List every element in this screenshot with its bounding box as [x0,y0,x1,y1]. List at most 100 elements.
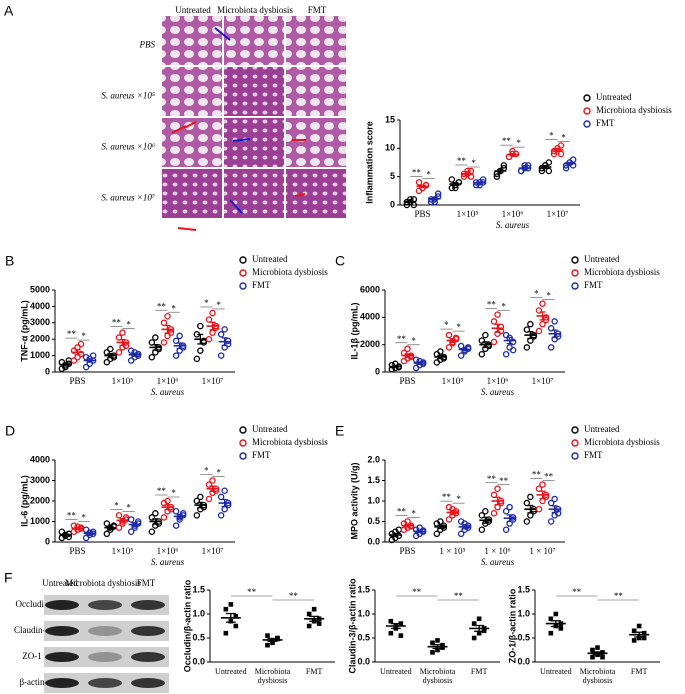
y-tick-label: 2000 [360,339,380,349]
y-tick-label: 1.5 [192,584,205,594]
data-point [490,510,498,517]
data-point [464,524,472,531]
data-point [193,355,201,363]
data-point [209,329,216,336]
column-label: Microbiota dysbiosis [217,5,293,15]
data-point [558,626,564,631]
legend-marker [583,94,591,102]
legend-label: Microbiota dysbiosis [584,267,660,277]
y-tick-label: 0 [45,536,50,546]
y-tick-label: 0 [375,366,380,376]
data-point [538,167,546,175]
data-point [457,342,465,350]
y-tick-label: 5 [390,171,395,181]
legend-marker [571,256,579,264]
data-point [430,650,435,655]
data-point [223,606,229,612]
data-point [388,618,394,624]
y-tick-label: 1.0 [367,495,380,505]
significance-label: * [216,300,221,310]
data-point [448,176,456,183]
y-tick-label: 0.5 [517,632,530,642]
data-point [485,518,493,525]
legend-label: Untreated [596,92,632,102]
legend-marker [583,120,591,128]
significance-label: ** [572,587,582,597]
data-point [221,326,228,333]
row-label: S. aureus ×10⁶ [101,142,155,152]
legend-label: FMT [252,450,271,460]
y-axis-label: Claudin-3/β-actin ratio [347,578,357,674]
blot-band [45,652,79,662]
y-tick-label: 0.0 [192,656,205,666]
histology-image [162,169,222,218]
data-point [548,630,554,636]
significance-label: * [426,169,431,179]
legend-label: Microbiota dysbiosis [584,437,660,447]
data-point [482,331,489,339]
y-tick-label: 10 [385,143,395,153]
blot-column-label: FMT [137,578,156,588]
legend-marker [239,282,247,290]
significance-label: ** [289,591,299,601]
significance-label: ** [67,511,77,521]
significance-label: ** [67,329,77,339]
x-tick-label: FMT [630,667,648,676]
data-point [164,312,171,320]
data-point [209,309,216,317]
y-axis-label: IL-6 (pg/mL) [19,475,29,527]
data-point [395,532,403,540]
y-tick-label: 4000 [30,301,50,311]
panel-label: D [5,423,15,439]
data-point [233,623,239,629]
data-point [212,324,220,331]
legend-marker [239,439,247,447]
y-tick-label: 1.0 [357,608,370,618]
data-point [509,514,517,521]
x-tick-label: Untreated [540,667,572,676]
data-point [509,338,517,346]
significance-label: ** [412,167,422,177]
significance-label: * [561,133,566,143]
data-point [631,638,637,643]
data-point [205,495,213,503]
x-tick-label: 1×10⁶ [157,546,179,556]
x-tick-label: 1×10⁵ [457,209,479,219]
data-point [388,630,394,636]
data-point [523,326,531,333]
significance-label: ** [487,474,497,484]
x-tick-label: 1 × 10⁶ [484,546,510,556]
histology-image [162,16,222,65]
data-point [494,311,501,318]
row-label: PBS [139,40,156,50]
y-tick-label: 2000 [30,495,50,505]
legend-label: Untreated [252,254,288,264]
data-point [103,358,111,366]
x-tick-label: FMT [470,667,488,676]
data-point [115,349,123,356]
data-point [502,526,510,533]
significance-label: * [516,138,521,148]
data-point [160,319,168,327]
significance-label: ** [397,334,407,344]
panel-label: E [335,423,344,439]
data-point [155,345,163,353]
data-point [500,162,508,169]
x-axis-label: S. aureus [151,557,185,567]
x-tick-label: Untreated [215,667,247,676]
data-point [103,520,111,527]
data-point [535,505,543,513]
blot-column-label: Microbiota dysbiosis [65,578,141,588]
x-tick-label: Microbiota dysbiosis [254,667,291,685]
row-label: S. aureus ×10⁵ [101,91,155,101]
data-point [437,348,444,355]
data-point [551,318,558,325]
data-point [535,485,543,492]
y-tick-label: 4000 [360,312,380,322]
data-point [547,325,555,332]
data-point [636,635,642,641]
histology-image [224,67,284,116]
data-point [542,314,550,321]
legend-marker [583,107,591,115]
